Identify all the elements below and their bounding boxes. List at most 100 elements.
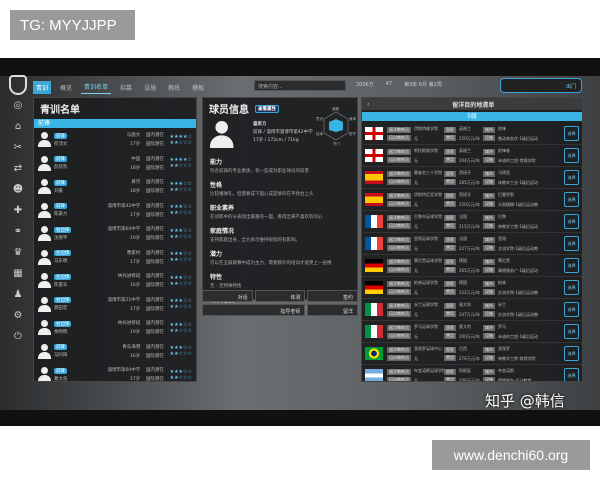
destination-row[interactable]: 留洋教练员 培训教练员 伊斯特维学院无国家 费用 英格兰 250万元/年 城市 设施 前锋 搬动商… [362,123,582,145]
roster-row[interactable]: 右边锋 龚田宏 淄博市第21中学 17岁 国内潜在 国际潜在 ★★★☆☆ ★★☆☆☆ [34,293,196,317]
nav-tab[interactable]: 概览 [60,84,73,92]
select-button[interactable]: 选择 [564,126,579,141]
select-button[interactable]: 选择 [564,302,579,317]
field-value: 德国 [459,279,467,285]
exit-button[interactable]: 出门 [500,78,582,93]
field-values: 阿根廷 206万元/年 [459,368,483,382]
roster-row[interactable]: 前锋 葛文浩 淄博市第60中学 17岁 国内潜在 国际潜在 ★★★☆☆ ★★☆☆☆ [34,363,196,381]
select-button[interactable]: 选择 [564,324,579,339]
destination-row[interactable]: 留洋教练员 培训教练员 最者名三十学院无国家 费用 西班牙 285万元/年 城市 设施 马德里体… [362,167,582,189]
player-name: 陈雷军 [53,282,68,288]
trophy-icon[interactable]: ♛ [13,247,23,258]
nav-tab[interactable]: 青训名单 [81,80,112,94]
flag-england-icon [365,127,383,140]
flag-brazil-icon [365,347,383,360]
destination-row[interactable]: 留洋教练员 培训教练员 慕尼黑足球学院无国家 费用 德国 265万元/年 城市 设施 慕尼黑 摩擦… [362,255,582,277]
info-text: 符合前锋的专业素质，有一些成为职业球员的前景 [210,169,309,174]
physical-test-button[interactable]: 体测 [254,290,306,302]
info-heading: 性格 [210,182,223,189]
field-values: 巴塞罗那 天照模糊-1级后运动教育 [498,192,538,208]
roster-row[interactable]: 前锋 何沛文 马鹿文 17岁 国内潜在 国际潜在 ★★★★☆ ★★☆☆☆ [34,128,196,152]
radar-label: 身体 [349,116,357,121]
count-stat: 47 [385,81,393,87]
roster-row[interactable]: 右边锋 余明明 林光进修班 19岁 国内潜在 国际潜在 ★★★☆☆ ★★☆☆☆ [34,316,196,340]
field-label: 培训教练员 [387,156,411,163]
field-value: 222万元/年 [459,289,480,295]
field-label: 设施 [483,310,495,317]
gear-icon[interactable]: ⚙ [13,310,23,321]
field-label: 城市 [483,236,495,243]
roster-row[interactable]: 右边锋 沈德平 淄博市第60中学 19岁 国内潜在 国际潜在 ★★★☆☆ ★★☆☆☆ [34,222,196,246]
select-button[interactable]: 选择 [564,192,579,207]
nav-tab[interactable]: 设施 [144,84,157,92]
view-attributes-button[interactable]: 查看属性 [255,104,279,113]
abroad-button[interactable]: 留洋 [307,304,358,316]
destination-row[interactable]: 留洋教练员 培训教练员 巴黎市足球学院无国家 费用 法国 215万元/年 城市 设施 巴黎 神教学… [362,211,582,233]
roster-row[interactable]: 前锋 彭舒凯 中国 18岁 国内潜在 国际潜在 ★★★★☆ ★★☆☆☆ [34,152,196,176]
destination-row[interactable]: 留洋教练员 培训教练员 柏林足球学院无国家 费用 德国 222万元/年 城市 设施 柏林 交流学院… [362,277,582,299]
select-button[interactable]: 选择 [564,214,579,229]
youth-icon[interactable]: ☻ [12,184,24,195]
destination-row[interactable]: 留洋教练员 培训教练员 米兰足球学院无国家 费用 意大利 247万元/年 城市 设施 米兰 交流学… [362,299,582,321]
nav-tab[interactable]: 青训 [33,80,52,94]
select-button[interactable]: 选择 [564,280,579,295]
destination-row[interactable]: 留洋教练员 培训教练员 罗马足球学院无国家 费用 意大利 200万元/年 城市 设施 罗马 未成的… [362,321,582,343]
field-value: 里昂 [498,235,506,241]
field-label: 培训教练员 [387,200,411,207]
user-icon[interactable]: ♟ [13,289,23,300]
medical-icon[interactable]: ✚ [13,205,23,216]
position-tag: 左边锋 [53,250,72,257]
binoculars-icon[interactable]: ⚭ [13,226,23,237]
roster-row[interactable]: 左边锋 陈雷军 林光进修班 16岁 国内潜在 国际潜在 ★★★☆☆ ★★☆☆☆ [34,269,196,293]
field-label: 设施 [483,376,495,382]
field-label: 国家 [444,192,456,199]
info-title: 球员信息 [209,105,249,116]
potential: 国内潜在 国际潜在 [140,273,169,288]
tactics-icon[interactable]: ✂ [13,142,23,153]
back-icon[interactable]: ‹ [367,100,370,108]
destination-row[interactable]: 留洋教练员 培训教练员 伊斯特尼亚学院无国家 费用 西班牙 250万元/年 城市 设施 巴塞罗那… [362,189,582,211]
destination-row[interactable]: 留洋教练员 培训教练员 圣保罗足球中心无国家 费用 巴西 276万元/年 城市 设施 圣保罗 神教… [362,343,582,365]
player-cell: 右边锋 余明明 [53,320,93,335]
field-labels: 国家 费用 [444,368,456,381]
power-icon[interactable]: ⏻ [14,331,22,342]
search-input[interactable]: 搜索内容... [254,80,346,91]
field-value: 无 [414,179,418,185]
compass-icon[interactable]: ◎ [13,100,23,111]
field-value: 250万元/年 [459,135,480,141]
destination-row[interactable]: 留洋教练员 培训教练员 斯托斯维学院无国家 费用 英格兰 204万元/年 城市 设施 前锋者 未成… [362,145,582,167]
field-value: 交流学院-1级后运动教育 [498,289,538,295]
roster-row[interactable]: 前锋 马同阳 青岛海港 16岁 国内潜在 国际潜在 ★★★☆☆ ★★☆☆☆ [34,340,196,364]
school-age: 曹家村 17岁 [92,250,141,265]
field-value: 285万元/年 [459,179,480,185]
field-value: 未成的工程-常规学院 [498,157,536,163]
field-labels: 城市 设施 [483,258,495,273]
destination-row[interactable]: 留洋教练员 培训教练员 布宜诺斯足球学院无国家 费用 阿根廷 206万元/年 城市 设施 布宜诺… [362,365,582,382]
select-button[interactable]: 选择 [564,346,579,361]
transfer-icon[interactable]: ⇄ [13,163,23,174]
roster-row[interactable]: 前锋 陈豪力 淄博市第42中学 17岁 国内潜在 国际潜在 ★★★☆☆ ★★☆☆☆ [34,199,196,223]
field-value: 法国 [459,235,467,241]
roster-row[interactable]: 左边锋 马东明 曹家村 17岁 国内潜在 国际潜在 ★★★☆☆ ★★☆☆☆ [34,246,196,270]
intl-stars: ★★☆☆☆ [169,351,193,358]
mentor-button[interactable]: 指导老师 [202,304,306,316]
field-value: 意大利 [459,323,471,329]
select-button[interactable]: 选择 [564,170,579,185]
field-values: 英格兰 250万元/年 [459,126,483,142]
select-button[interactable]: 选择 [564,368,579,381]
calendar-icon[interactable]: ▦ [13,268,23,279]
select-button[interactable]: 选择 [564,236,579,251]
home-icon[interactable]: ⌂ [14,121,22,132]
field-labels: 城市 设施 [483,346,495,361]
intl-potential: 国际潜在 [145,353,164,359]
select-button[interactable]: 选择 [564,258,579,273]
roster-row[interactable]: 前锋 刘豪 黄河 18岁 国内潜在 国际潜在 ★★★☆☆ ★★☆☆☆ [34,175,196,199]
destination-row[interactable]: 留洋教练员 培训教练员 里昂足球学院无国家 费用 法国 227万元/年 城市 设施 里昂 交流学院… [362,233,582,255]
talk-button[interactable]: 对话 [202,290,253,302]
nav-tab[interactable]: 教练 [168,84,181,92]
nav-tab[interactable]: 模板 [192,84,205,92]
sign-button[interactable]: 签约 [307,290,358,302]
field-value: 圣保罗 [498,345,510,351]
select-button[interactable]: 选择 [564,148,579,163]
nav-tab[interactable]: 招募 [120,84,133,92]
